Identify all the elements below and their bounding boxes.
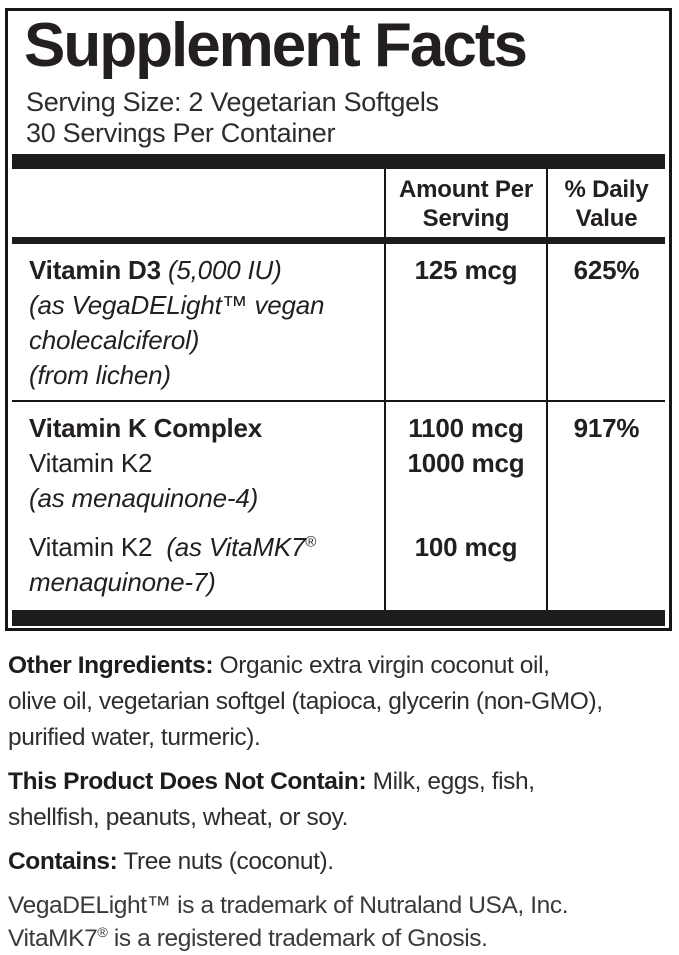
label-footer: Other Ingredients: Organic extra virgin … bbox=[8, 648, 676, 955]
divider-bar-header bbox=[12, 237, 665, 244]
other-ingredients-line3: purified water, turmeric). bbox=[8, 724, 261, 751]
other-ingredients-line1: Other Ingredients: Organic extra virgin … bbox=[8, 652, 550, 679]
does-not-contain-line1: This Product Does Not Contain: Milk, egg… bbox=[8, 768, 535, 795]
vitamin-k2-mk7-name-cell: Vitamin K2 (as VitaMK7® menaquinone-7) bbox=[12, 516, 384, 610]
header-cell-daily-value: % Daily Value bbox=[546, 169, 665, 237]
servings-per-container-text: 30 Servings Per Container bbox=[26, 118, 336, 148]
serving-size-text: Serving Size: 2 Vegetarian Softgels bbox=[26, 87, 439, 117]
vitamin-k-complex-amount: 1100 mcg bbox=[408, 413, 524, 443]
divider-bar-bottom bbox=[12, 610, 665, 626]
vitamin-d3-name-line: Vitamin D3 (5,000 IU) bbox=[29, 255, 282, 285]
vitamin-k2-mk7-amount: 100 mcg bbox=[384, 516, 546, 610]
does-not-contain-line2: shellfish, peanuts, wheat, or soy. bbox=[8, 804, 349, 831]
table-header-row: Amount Per Serving % Daily Value bbox=[12, 169, 665, 237]
vitamin-d3-amount: 125 mcg bbox=[384, 244, 546, 400]
vitamin-k-daily-value: 917% bbox=[546, 402, 665, 516]
header-cell-amount: Amount Per Serving bbox=[384, 169, 546, 237]
vitamin-k2-mk4-desc: (as menaquinone-4) bbox=[29, 483, 259, 513]
vitamin-k2-mk4-name: Vitamin K2 bbox=[29, 448, 153, 478]
supplement-facts-panel: Supplement Facts Serving Size: 2 Vegetar… bbox=[5, 8, 672, 631]
table-row-vitamin-k2-mk7: Vitamin K2 (as VitaMK7® menaquinone-7) 1… bbox=[12, 516, 665, 610]
vitamin-d3-desc-line1: (as VegaDELight™ vegan bbox=[29, 290, 325, 320]
vitamin-k2-mk7-name-line: Vitamin K2 (as VitaMK7® bbox=[29, 532, 317, 562]
other-ingredients-paragraph: Other Ingredients: Organic extra virgin … bbox=[8, 648, 676, 756]
contains-line: Contains: Tree nuts (coconut). bbox=[8, 848, 334, 875]
vitamin-d3-name-cell: Vitamin D3 (5,000 IU) (as VegaDELight™ v… bbox=[12, 244, 384, 400]
does-not-contain-paragraph: This Product Does Not Contain: Milk, egg… bbox=[8, 764, 676, 836]
header-cell-empty bbox=[12, 169, 384, 237]
other-ingredients-line2: olive oil, vegetarian softgel (tapioca, … bbox=[8, 688, 603, 715]
divider-bar-top bbox=[12, 154, 665, 169]
trademark-note-vitamk7: VitaMK7® is a registered trademark of Gn… bbox=[8, 924, 488, 952]
contains-paragraph: Contains: Tree nuts (coconut). bbox=[8, 844, 676, 880]
vitamin-k2-mk7-desc-line2: menaquinone-7) bbox=[29, 567, 216, 597]
vitamin-k-amount-cell: 1100 mcg 1000 mcg bbox=[384, 402, 546, 516]
table-row-vitamin-d3: Vitamin D3 (5,000 IU) (as VegaDELight™ v… bbox=[12, 244, 665, 402]
trademark-note-vegadelight: VegaDELight™ is a trademark of Nutraland… bbox=[8, 892, 569, 919]
vitamin-k2-mk4-amount: 1000 mcg bbox=[407, 448, 525, 478]
label-title: Supplement Facts bbox=[24, 11, 528, 80]
vitamin-d3-desc-line2: cholecalciferol) bbox=[29, 325, 200, 355]
vitamin-k-complex-name: Vitamin K Complex bbox=[29, 413, 263, 443]
table-row-vitamin-k-complex: Vitamin K Complex Vitamin K2 (as menaqui… bbox=[12, 402, 665, 516]
vitamin-d3-daily-value: 625% bbox=[546, 244, 665, 400]
vitamin-k2-mk7-dv-empty bbox=[546, 516, 665, 610]
vitamin-k-name-cell: Vitamin K Complex Vitamin K2 (as menaqui… bbox=[12, 402, 384, 516]
vitamin-d3-desc-line3: (from lichen) bbox=[29, 360, 171, 390]
